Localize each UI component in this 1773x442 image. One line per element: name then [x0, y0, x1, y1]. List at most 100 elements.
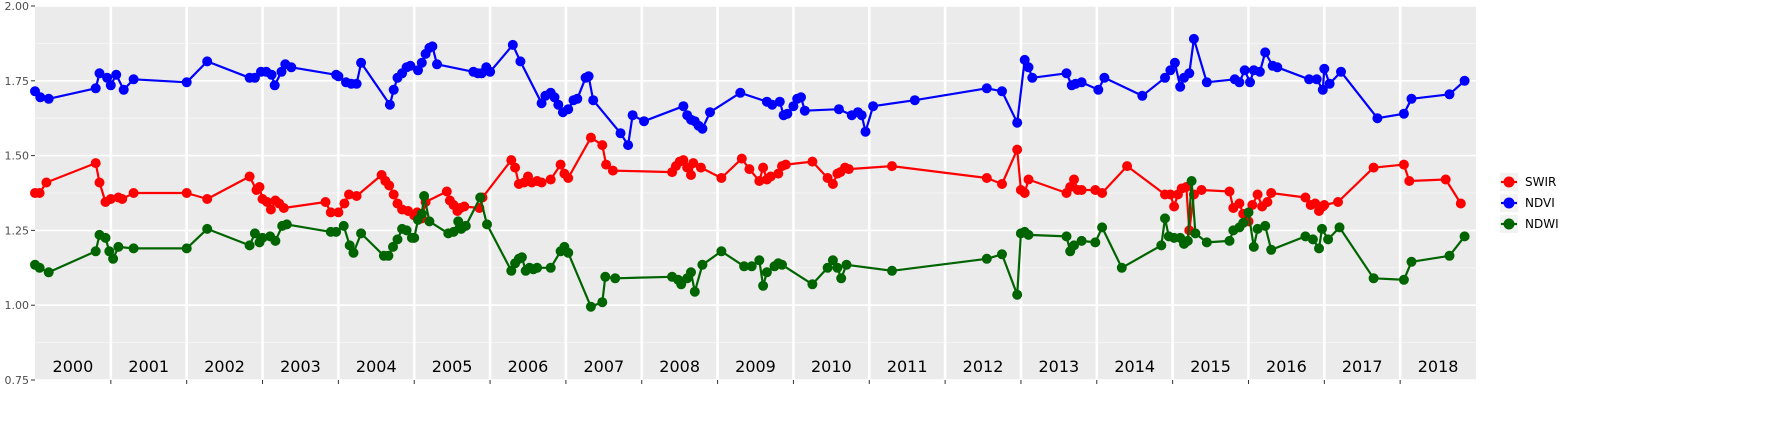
data-point [1252, 223, 1263, 234]
data-point [822, 262, 833, 273]
data-point [1398, 274, 1409, 285]
data-point [536, 98, 547, 109]
data-point [1027, 72, 1038, 83]
data-point [981, 83, 992, 94]
data-point [1260, 47, 1271, 58]
data-point [1116, 262, 1127, 273]
year-labels: 2000 2001 2002 2003 2004 2005 2006 2007 2008 2009… [53, 357, 1459, 376]
data-point [563, 104, 574, 115]
data-point [1169, 201, 1180, 212]
data-point [1156, 240, 1167, 251]
data-point [688, 158, 699, 169]
legend-item-swir[interactable]: SWIR [1500, 173, 1556, 191]
data-point [1182, 235, 1193, 246]
data-point [1459, 231, 1470, 242]
data-point [1137, 90, 1148, 101]
data-point [34, 262, 45, 273]
data-point [1440, 174, 1451, 185]
data-point [181, 188, 192, 198]
data-point [419, 191, 430, 201]
data-point [1444, 250, 1455, 261]
data-point [325, 207, 336, 218]
year-label: 2001 [128, 357, 169, 376]
data-point [1023, 62, 1034, 73]
data-point [1019, 54, 1030, 65]
year-label: 2002 [204, 357, 245, 376]
data-point [1260, 220, 1271, 231]
data-point [843, 164, 854, 175]
data-point [339, 198, 350, 209]
year-label: 2008 [659, 357, 700, 376]
data-point [583, 71, 594, 82]
data-point [553, 99, 564, 110]
data-point [506, 265, 517, 276]
data-point [1406, 93, 1417, 104]
data-point [796, 92, 806, 103]
data-point [485, 66, 496, 77]
data-point [780, 159, 791, 170]
data-point [105, 194, 116, 204]
data-point [1300, 192, 1311, 203]
data-point [782, 108, 793, 119]
data-point [1023, 174, 1034, 185]
data-point [1307, 234, 1318, 245]
data-point [1404, 176, 1415, 186]
data-point [1012, 144, 1023, 155]
data-point [405, 60, 416, 71]
data-point [868, 101, 879, 112]
data-point [1239, 65, 1250, 76]
data-point [563, 247, 574, 258]
data-point [739, 261, 750, 272]
data-point [1165, 189, 1176, 200]
data-point [856, 110, 867, 121]
data-point [1248, 241, 1259, 252]
data-point [202, 223, 213, 234]
data-point [597, 140, 608, 151]
year-label: 2009 [735, 357, 776, 376]
year-label: 2003 [280, 357, 321, 376]
data-point [104, 246, 115, 257]
data-point [202, 194, 213, 204]
legend[interactable]: SWIR NDVI NDWI [1500, 173, 1559, 233]
data-point [887, 161, 897, 172]
data-point [601, 159, 612, 170]
grid-lines [35, 5, 1476, 381]
data-point [348, 247, 359, 258]
data-point [678, 155, 689, 166]
data-point [1398, 108, 1409, 119]
data-point [1247, 200, 1258, 210]
data-point [181, 243, 192, 254]
data-point [94, 68, 105, 79]
y-tick-label: 1.00 [5, 299, 30, 312]
year-label: 2018 [1418, 357, 1459, 376]
data-point [1076, 235, 1087, 246]
y-tick-label: 1.75 [5, 75, 30, 88]
data-point [1406, 256, 1417, 267]
data-point [388, 189, 399, 200]
year-label: 2011 [887, 357, 928, 376]
y-tick-label: 0.75 [5, 374, 30, 387]
data-point [338, 220, 349, 231]
year-label: 2015 [1190, 357, 1231, 376]
data-point [265, 204, 276, 215]
legend-item-ndwi[interactable]: NDWI [1500, 215, 1559, 233]
data-point [736, 153, 747, 164]
data-point [427, 41, 438, 52]
data-point [695, 162, 706, 173]
data-point [100, 232, 111, 243]
data-point [997, 86, 1007, 97]
data-point [1245, 77, 1255, 88]
data-point [94, 177, 105, 188]
data-point [344, 189, 354, 200]
data-point [1190, 228, 1201, 239]
data-point [506, 155, 517, 166]
data-point [1186, 176, 1197, 186]
data-point [416, 208, 427, 219]
data-point [118, 84, 129, 95]
data-point [1196, 185, 1207, 195]
legend-item-ndvi[interactable]: NDVI [1500, 194, 1555, 212]
data-point [331, 226, 342, 237]
data-point [777, 259, 787, 270]
data-point [388, 241, 398, 252]
